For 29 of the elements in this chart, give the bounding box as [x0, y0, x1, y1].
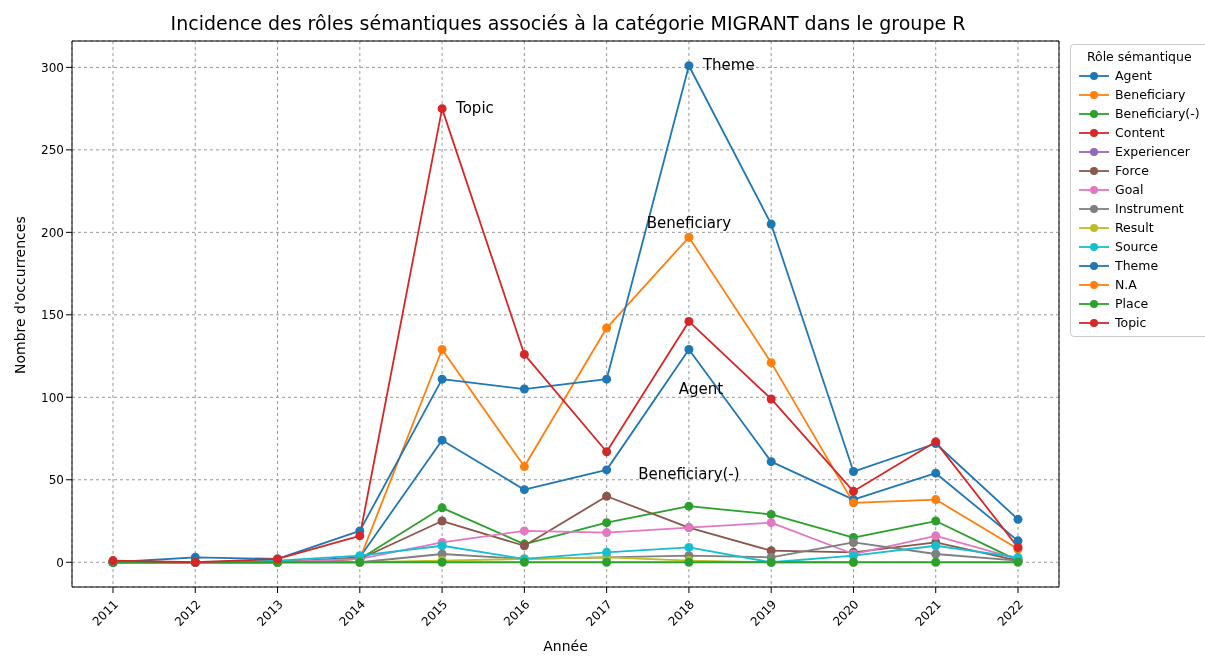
annotation: Beneficiary [646, 213, 732, 232]
y-tick-label: 0 [56, 555, 64, 570]
legend-label: Place [1115, 296, 1149, 311]
y-tick-label: 150 [41, 308, 64, 323]
legend-label: Topic [1115, 315, 1147, 330]
legend-label: Goal [1115, 182, 1144, 197]
annotation: Beneficiary(-) [638, 464, 740, 483]
legend-label: Agent [1115, 68, 1152, 83]
annotation: Theme [701, 56, 755, 75]
y-tick-label: 200 [41, 225, 64, 240]
legend-label: Force [1115, 163, 1149, 178]
y-tick-label: 250 [41, 143, 64, 158]
legend-label: Result [1115, 220, 1154, 235]
legend-label: Theme [1115, 258, 1159, 273]
y-tick-label: 100 [41, 390, 64, 405]
legend-label: Instrument [1115, 201, 1184, 216]
y-tick-label: 50 [48, 473, 64, 488]
legend-label: Source [1115, 239, 1158, 254]
y-tick-label: 300 [41, 60, 64, 75]
legend-label: N.A [1115, 277, 1137, 292]
y-axis-title: Nombre d'occurrences [11, 216, 28, 374]
annotation: Topic [455, 99, 494, 118]
legend-title: Rôle sémantique [1085, 49, 1193, 64]
legend-label: Beneficiary [1115, 87, 1186, 102]
legend-label: Experiencer [1115, 144, 1190, 159]
x-axis-title: Année [543, 638, 588, 654]
legend-label: Beneficiary(-) [1115, 106, 1200, 121]
legend-label: Content [1115, 125, 1165, 140]
chart-title: Incidence des rôles sémantiques associés à la catégorie MIGRANT dans le groupe R [169, 12, 967, 34]
